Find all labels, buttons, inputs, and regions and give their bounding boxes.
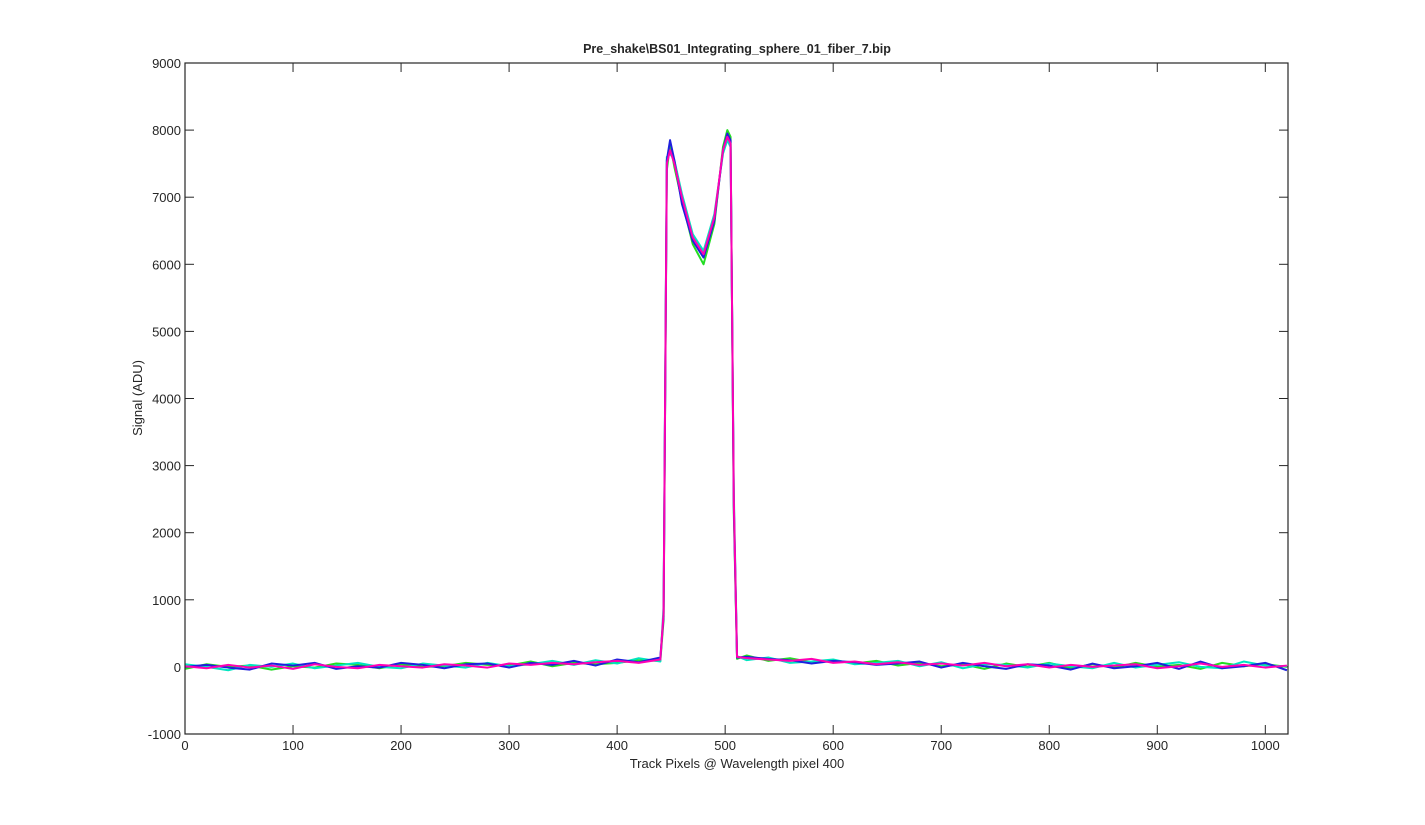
plot-frame [184, 62, 1289, 735]
x-tick-label: 500 [714, 738, 736, 753]
y-tick-label: -1000 [148, 727, 181, 742]
y-tick-label: 1000 [152, 593, 181, 608]
x-tick-label: 800 [1038, 738, 1060, 753]
y-tick-label: 9000 [152, 56, 181, 71]
x-tick-label: 300 [498, 738, 520, 753]
x-tick-label: 200 [390, 738, 412, 753]
y-tick-label: 3000 [152, 459, 181, 474]
y-tick-label: 2000 [152, 526, 181, 541]
y-axis-label: Signal (ADU) [130, 360, 145, 436]
series-line [184, 135, 1288, 670]
x-tick-label: 900 [1146, 738, 1168, 753]
x-tick-label: 0 [181, 738, 188, 753]
x-tick-label: 400 [606, 738, 628, 753]
x-tick-label: 1000 [1251, 738, 1280, 753]
y-tick-label: 0 [174, 660, 181, 675]
y-tick-label: 4000 [152, 392, 181, 407]
x-axis-label: Track Pixels @ Wavelength pixel 400 [630, 756, 845, 771]
x-tick-label: 700 [930, 738, 952, 753]
y-tick-label: 5000 [152, 324, 181, 339]
y-tick-label: 6000 [152, 257, 181, 272]
y-tick-label: 8000 [152, 123, 181, 138]
chart-title: Pre_shake\BS01_Integrating_sphere_01_fib… [583, 42, 891, 56]
x-tick-label: 100 [282, 738, 304, 753]
x-tick-label: 600 [822, 738, 844, 753]
y-tick-label: 7000 [152, 190, 181, 205]
